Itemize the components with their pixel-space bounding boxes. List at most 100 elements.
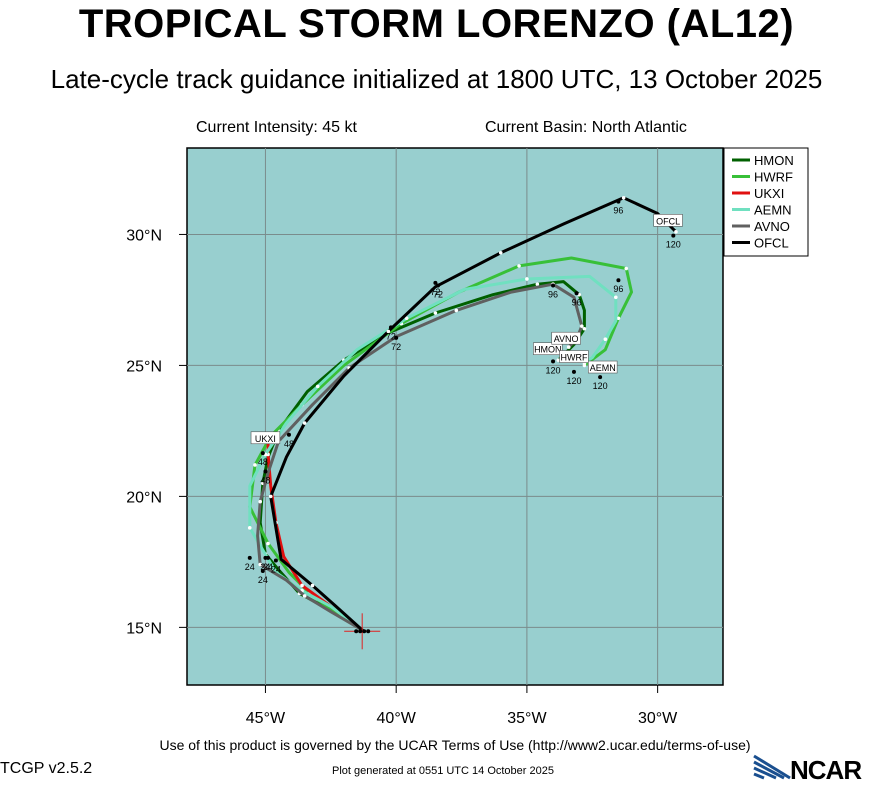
track-avno bbox=[256, 282, 584, 632]
model-tag-ukxi: UKXI bbox=[255, 434, 276, 444]
forecast-hour-dot bbox=[433, 280, 438, 285]
model-tag-box bbox=[588, 360, 618, 374]
forecast-hour-marks: 24 48 72 96 120 HMON 24 72 96 120 HWRF UKXI 24 120 AEM… bbox=[245, 199, 683, 585]
track-point-ofcl bbox=[268, 494, 273, 499]
forecast-hour-dot bbox=[671, 233, 676, 238]
track-point-ofcl bbox=[498, 250, 503, 255]
model-tag-aemn: AEMN bbox=[590, 363, 616, 373]
track-point-hmon bbox=[535, 282, 540, 287]
page-title: TROPICAL STORM LORENZO (AL12) bbox=[78, 2, 795, 46]
model-tag-box bbox=[559, 350, 589, 363]
track-point-hwrf bbox=[253, 463, 257, 467]
current-basin: Current Basin: North Atlantic bbox=[485, 119, 687, 136]
map-area bbox=[186, 147, 724, 686]
forecast-hour-label: 72 bbox=[386, 331, 396, 341]
forecast-hour-label: 48 bbox=[258, 457, 268, 467]
track-point-aemn bbox=[315, 384, 320, 389]
ncar-logo-text: NCAR bbox=[790, 755, 862, 785]
legend-label-aemn: AEMN bbox=[754, 203, 792, 218]
plot-generated-timestamp: Plot generated at 0551 UTC 14 October 20… bbox=[332, 765, 554, 777]
legend-label-ofcl: OFCL bbox=[754, 236, 789, 251]
track-point-avno bbox=[580, 324, 584, 328]
forecast-hour-dot bbox=[286, 432, 291, 437]
track-point-aemn bbox=[247, 526, 252, 530]
axis-ticks: 45°W 40°W 35°W 30°W 15°N 20°N 25°N 30°N bbox=[126, 227, 678, 727]
x-tick-label: 30°W bbox=[638, 710, 678, 727]
model-tag-box bbox=[653, 214, 683, 227]
forecast-hour-label: 48 bbox=[260, 475, 270, 485]
initial-position-marker bbox=[344, 613, 381, 650]
model-tag-hmon: HMON bbox=[534, 345, 562, 355]
track-point-ofcl bbox=[302, 421, 307, 425]
track-point-avno bbox=[302, 594, 307, 598]
forecast-hour-dot bbox=[247, 555, 252, 560]
forecast-hour-dot bbox=[260, 568, 265, 573]
track-point-hwrf bbox=[616, 316, 621, 321]
forecast-hour-label: 72 bbox=[430, 287, 440, 297]
forecast-hour-dot bbox=[273, 558, 278, 563]
track-hwrf bbox=[248, 256, 633, 632]
initial-dot bbox=[354, 629, 359, 634]
model-tag-box bbox=[533, 342, 563, 356]
track-point-ofcl bbox=[310, 583, 315, 588]
forecast-hour-dot bbox=[571, 369, 576, 374]
model-tag-box bbox=[250, 431, 281, 445]
legend-label-hmon: HMON bbox=[754, 153, 794, 168]
track-point-aemn bbox=[603, 337, 608, 342]
forecast-hour-label: 24 bbox=[263, 562, 273, 572]
forecast-hour-dot bbox=[388, 325, 393, 330]
forecast-hour-label: 24 bbox=[271, 565, 281, 575]
track-point-hwrf bbox=[517, 264, 521, 268]
forecast-hour-label: 120 bbox=[566, 376, 581, 386]
forecast-hour-label: 72 bbox=[391, 342, 401, 352]
forecast-hour-label: 24 bbox=[260, 562, 270, 572]
x-tick-label: 45°W bbox=[246, 710, 286, 727]
y-tick-label: 15°N bbox=[126, 620, 162, 637]
forecast-hour-label: 96 bbox=[548, 289, 558, 299]
forecast-hour-dot bbox=[260, 451, 265, 456]
forecast-hour-dot bbox=[266, 555, 271, 560]
track-point-aemn bbox=[404, 316, 409, 321]
legend-label-ukxi: UKXI bbox=[754, 186, 784, 201]
y-tick-label: 25°N bbox=[126, 358, 162, 375]
track-point-hmon bbox=[433, 311, 438, 315]
forecast-hour-label: 120 bbox=[546, 365, 561, 375]
track-point-avno bbox=[454, 308, 459, 313]
forecast-hour-label: 96 bbox=[572, 297, 582, 307]
version-label: TCGP v2.5.2 bbox=[0, 760, 93, 777]
track-point-hwrf bbox=[624, 266, 629, 271]
track-point-ofcl bbox=[621, 195, 626, 200]
model-tag-avno: AVNO bbox=[554, 334, 579, 344]
track-point-ofcl bbox=[674, 230, 678, 234]
forecast-hour-dot bbox=[616, 199, 621, 204]
forecast-hour-label: 96 bbox=[613, 284, 623, 294]
forecast-hour-label: 72 bbox=[433, 289, 443, 299]
legend-label-avno: AVNO bbox=[754, 219, 790, 234]
legend-box bbox=[723, 147, 809, 257]
forecast-hour-dot bbox=[551, 359, 556, 364]
track-point-avno bbox=[566, 345, 571, 349]
track-point-hmon bbox=[582, 326, 587, 331]
track-point-avno bbox=[258, 499, 263, 504]
model-tag-box bbox=[551, 331, 581, 345]
track-ofcl bbox=[269, 196, 678, 632]
track-point-hwrf bbox=[266, 541, 270, 546]
forecast-hour-label: 24 bbox=[245, 562, 255, 572]
model-tracks bbox=[247, 195, 678, 632]
forecast-hour-label: 96 bbox=[613, 206, 623, 216]
forecast-hour-dot bbox=[436, 283, 441, 288]
current-intensity: Current Intensity: 45 kt bbox=[196, 119, 357, 136]
forecast-hour-dot bbox=[263, 469, 268, 474]
forecast-hour-dot bbox=[598, 375, 603, 380]
legend-label-hwrf: HWRF bbox=[754, 170, 793, 185]
forecast-hour-dot bbox=[394, 335, 399, 340]
track-point-ofcl bbox=[386, 329, 391, 334]
x-tick-label: 40°W bbox=[377, 710, 417, 727]
page-subtitle: Late-cycle track guidance initialized at… bbox=[50, 64, 823, 94]
model-tag-hwrf: HWRF bbox=[560, 353, 587, 363]
y-tick-label: 20°N bbox=[126, 489, 162, 506]
ncar-logo-icon bbox=[753, 754, 791, 780]
track-point-hmon bbox=[556, 358, 561, 362]
